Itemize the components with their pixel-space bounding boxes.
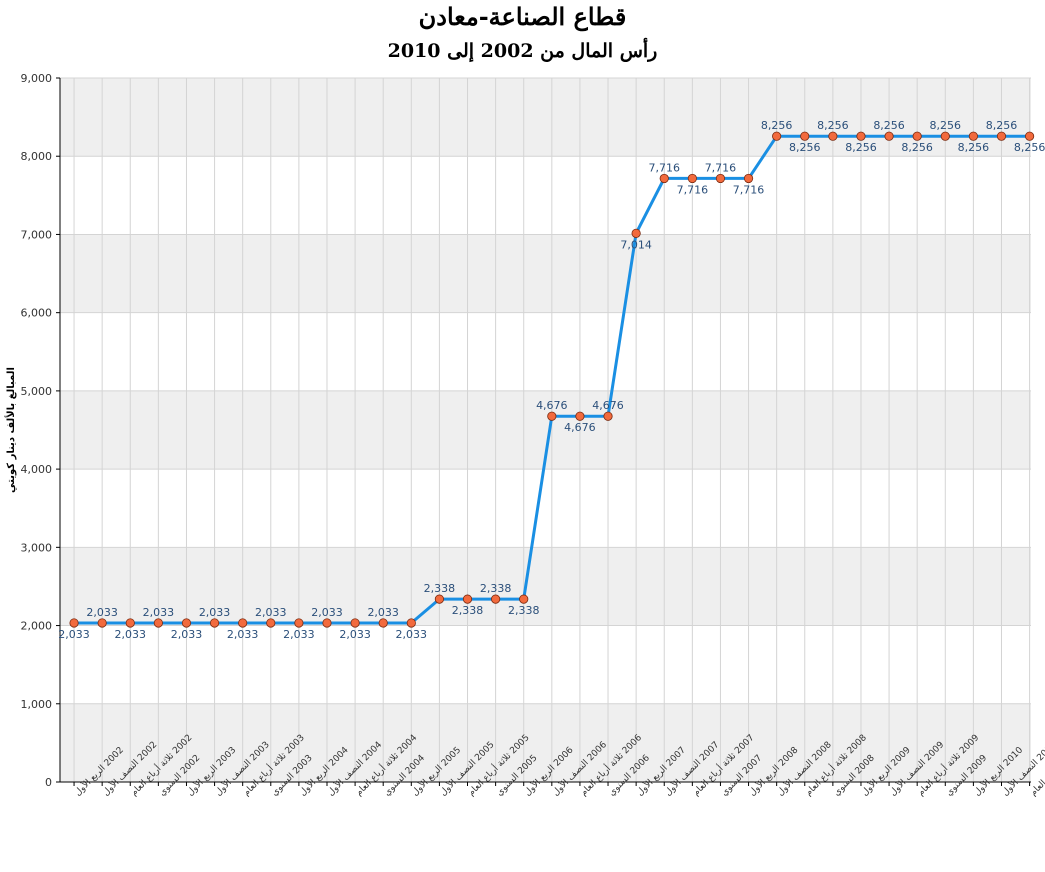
y-tick-label: 7,000 bbox=[21, 228, 53, 241]
data-label: 7,014 bbox=[620, 238, 652, 251]
y-tick-label: 5,000 bbox=[21, 385, 53, 398]
y-tick-label: 8,000 bbox=[21, 150, 53, 163]
data-label: 7,716 bbox=[648, 161, 680, 174]
chart-title: قطاع الصناعة-معادن bbox=[418, 2, 627, 31]
data-label: 4,676 bbox=[564, 421, 596, 434]
data-points bbox=[69, 131, 1035, 628]
data-point bbox=[687, 173, 697, 184]
data-point bbox=[940, 131, 950, 141]
data-point bbox=[968, 131, 978, 141]
data-label: 2,338 bbox=[508, 604, 540, 617]
y-tick-label: 1,000 bbox=[21, 698, 53, 711]
band-6 bbox=[60, 234, 1031, 313]
data-label: 2,033 bbox=[311, 606, 343, 619]
data-label: 8,256 bbox=[958, 141, 990, 154]
data-point bbox=[153, 618, 163, 628]
data-point bbox=[603, 411, 613, 421]
data-point bbox=[294, 618, 304, 628]
axes bbox=[59, 78, 1031, 783]
data-label: 8,256 bbox=[873, 119, 905, 132]
y-tick-label: 0 bbox=[45, 776, 52, 789]
data-point bbox=[547, 411, 557, 421]
y-tick-label: 9,000 bbox=[21, 72, 53, 85]
data-point bbox=[659, 173, 669, 184]
data-label: 2,033 bbox=[86, 606, 118, 619]
band-2 bbox=[60, 547, 1031, 626]
data-label: 2,338 bbox=[480, 582, 512, 595]
data-label: 2,033 bbox=[367, 606, 399, 619]
band-0 bbox=[60, 703, 1031, 782]
data-label: 8,256 bbox=[930, 119, 962, 132]
data-point bbox=[828, 131, 838, 141]
y-axis-label: المبالغ بالألف دينار كويتي bbox=[4, 367, 17, 493]
data-point bbox=[743, 173, 754, 184]
data-point bbox=[350, 618, 360, 628]
data-label: 2,033 bbox=[199, 606, 231, 619]
data-point bbox=[434, 594, 445, 604]
data-point bbox=[912, 131, 922, 141]
data-label: 8,256 bbox=[845, 141, 877, 154]
data-label: 8,256 bbox=[817, 119, 849, 132]
chart-subtitle: رأس المال من 2002 إلى 2010 bbox=[387, 40, 658, 62]
data-label: 2,033 bbox=[283, 628, 315, 641]
data-point bbox=[519, 594, 529, 604]
data-label: 2,033 bbox=[58, 628, 90, 641]
data-label: 8,256 bbox=[986, 119, 1018, 132]
data-label: 2,033 bbox=[115, 628, 147, 641]
y-tick-label: 3,000 bbox=[21, 541, 53, 554]
data-point bbox=[406, 618, 416, 628]
data-labels: 2,033 2,033 2,033 2,033 2,033 2,033 2,033 2,033… bbox=[58, 119, 1045, 641]
data-label: 8,256 bbox=[1014, 141, 1045, 154]
data-point bbox=[1024, 131, 1035, 141]
data-point bbox=[856, 131, 866, 141]
data-label: 2,033 bbox=[255, 606, 287, 619]
data-label: 8,256 bbox=[789, 141, 821, 154]
data-label: 2,033 bbox=[143, 606, 175, 619]
data-label: 2,033 bbox=[339, 628, 371, 641]
y-tick-label: 4,000 bbox=[21, 463, 53, 476]
data-point bbox=[631, 228, 641, 238]
band-8 bbox=[60, 78, 1031, 157]
data-point bbox=[238, 618, 248, 628]
data-label: 7,716 bbox=[733, 183, 765, 196]
data-point bbox=[772, 131, 782, 141]
y-tick-label: 6,000 bbox=[21, 307, 53, 320]
data-label: 2,338 bbox=[424, 582, 456, 595]
data-label: 2,033 bbox=[227, 628, 259, 641]
plot-bands bbox=[60, 78, 1031, 782]
data-point bbox=[378, 618, 388, 628]
data-point bbox=[69, 618, 79, 628]
data-point bbox=[209, 618, 220, 628]
data-label: 8,256 bbox=[761, 119, 793, 132]
data-point bbox=[97, 618, 107, 628]
data-point bbox=[462, 594, 473, 604]
data-label: 7,716 bbox=[677, 183, 709, 196]
data-label: 8,256 bbox=[901, 141, 933, 154]
data-point bbox=[575, 411, 585, 421]
data-point bbox=[800, 131, 810, 141]
data-point bbox=[491, 594, 501, 604]
data-point bbox=[715, 173, 726, 184]
data-label: 2,033 bbox=[396, 628, 428, 641]
y-tick-labels: 0 1,000 2,000 3,000 4,000 5,000 6,000 7,000 8,00… bbox=[21, 72, 60, 789]
data-label: 7,716 bbox=[705, 161, 737, 174]
data-label: 2,338 bbox=[452, 604, 484, 617]
data-point bbox=[996, 131, 1007, 141]
data-point bbox=[266, 618, 276, 628]
data-label: 4,676 bbox=[536, 399, 568, 412]
data-point bbox=[884, 131, 894, 141]
y-tick-label: 2,000 bbox=[21, 620, 53, 633]
data-point bbox=[181, 618, 192, 628]
horizontal-gridlines bbox=[60, 77, 1031, 783]
data-point bbox=[125, 618, 135, 628]
data-label: 2,033 bbox=[171, 628, 203, 641]
data-label: 4,676 bbox=[592, 399, 624, 412]
vertical-gridlines bbox=[73, 78, 1031, 782]
data-point bbox=[322, 618, 332, 628]
